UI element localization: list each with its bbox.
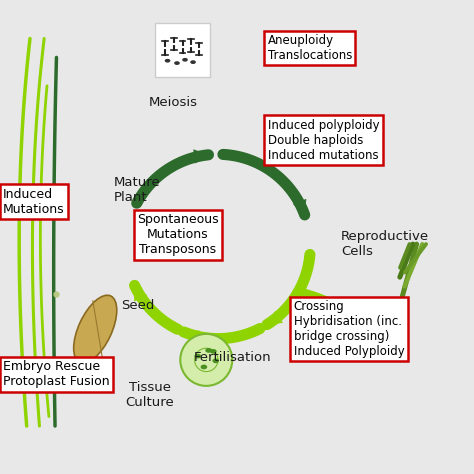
Ellipse shape: [210, 349, 217, 354]
Text: Induced
Mutations: Induced Mutations: [3, 188, 64, 216]
Ellipse shape: [194, 354, 201, 358]
Text: Induced polyploidy
Double haploids
Induced mutations: Induced polyploidy Double haploids Induc…: [268, 118, 379, 162]
Text: Mature
Plant: Mature Plant: [114, 176, 161, 204]
Text: Seed: Seed: [121, 299, 155, 312]
Ellipse shape: [190, 60, 196, 64]
FancyBboxPatch shape: [155, 23, 210, 77]
Text: Spontaneous
Mutations
Transposons: Spontaneous Mutations Transposons: [137, 213, 219, 256]
Ellipse shape: [174, 61, 180, 65]
Ellipse shape: [164, 59, 170, 63]
Text: Meiosis: Meiosis: [149, 96, 198, 109]
Ellipse shape: [201, 365, 207, 369]
Ellipse shape: [73, 295, 117, 363]
Ellipse shape: [182, 58, 188, 62]
Ellipse shape: [212, 358, 219, 363]
Text: Embryo Rescue
Protoplast Fusion: Embryo Rescue Protoplast Fusion: [3, 360, 109, 388]
Text: Crossing
Hybridisation (inc.
bridge crossing)
Induced Polyploidy: Crossing Hybridisation (inc. bridge cros…: [294, 300, 404, 358]
Text: Tissue
Culture: Tissue Culture: [125, 381, 174, 410]
Text: Aneuploidy
Translocations: Aneuploidy Translocations: [268, 34, 352, 62]
Text: Fertilisation: Fertilisation: [193, 351, 271, 364]
Text: Reproductive
Cells: Reproductive Cells: [341, 230, 429, 258]
Ellipse shape: [205, 348, 212, 353]
Circle shape: [180, 334, 232, 386]
